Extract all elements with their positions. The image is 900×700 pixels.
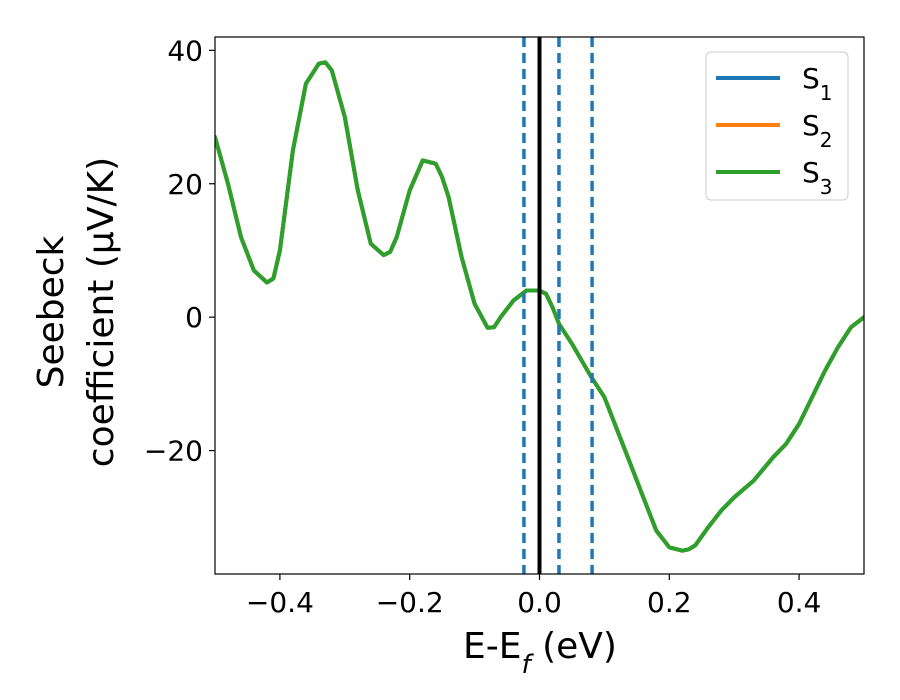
y-axis-label-line2: coefficient (μV/K) (81, 157, 122, 467)
x-tick-label: 0.2 (647, 586, 692, 619)
y-tick-label: 20 (167, 168, 203, 201)
series-line-s3 (215, 60, 864, 553)
x-axis-label: E-Ef (eV) (463, 626, 617, 680)
legend-label-s1: S1 (802, 62, 833, 105)
y-tick-label: 0 (185, 301, 203, 334)
x-tick-label: −0.4 (246, 586, 314, 619)
series-layer (215, 60, 864, 553)
x-axis-ticks: −0.4 −0.2 0.0 0.2 0.4 (246, 574, 821, 619)
y-tick-label: 40 (167, 34, 203, 67)
y-axis-ticks: −20 0 20 40 (144, 34, 215, 468)
x-tick-label: 0.0 (517, 586, 562, 619)
y-tick-label: −20 (144, 435, 203, 468)
x-tick-label: 0.4 (777, 586, 822, 619)
vertical-lines-layer (522, 37, 594, 574)
y-axis-label-line1: Seebeck (31, 235, 72, 388)
x-tick-label: −0.2 (376, 586, 444, 619)
legend-label-s2: S2 (802, 109, 833, 152)
legend-label-s3: S3 (802, 156, 833, 199)
